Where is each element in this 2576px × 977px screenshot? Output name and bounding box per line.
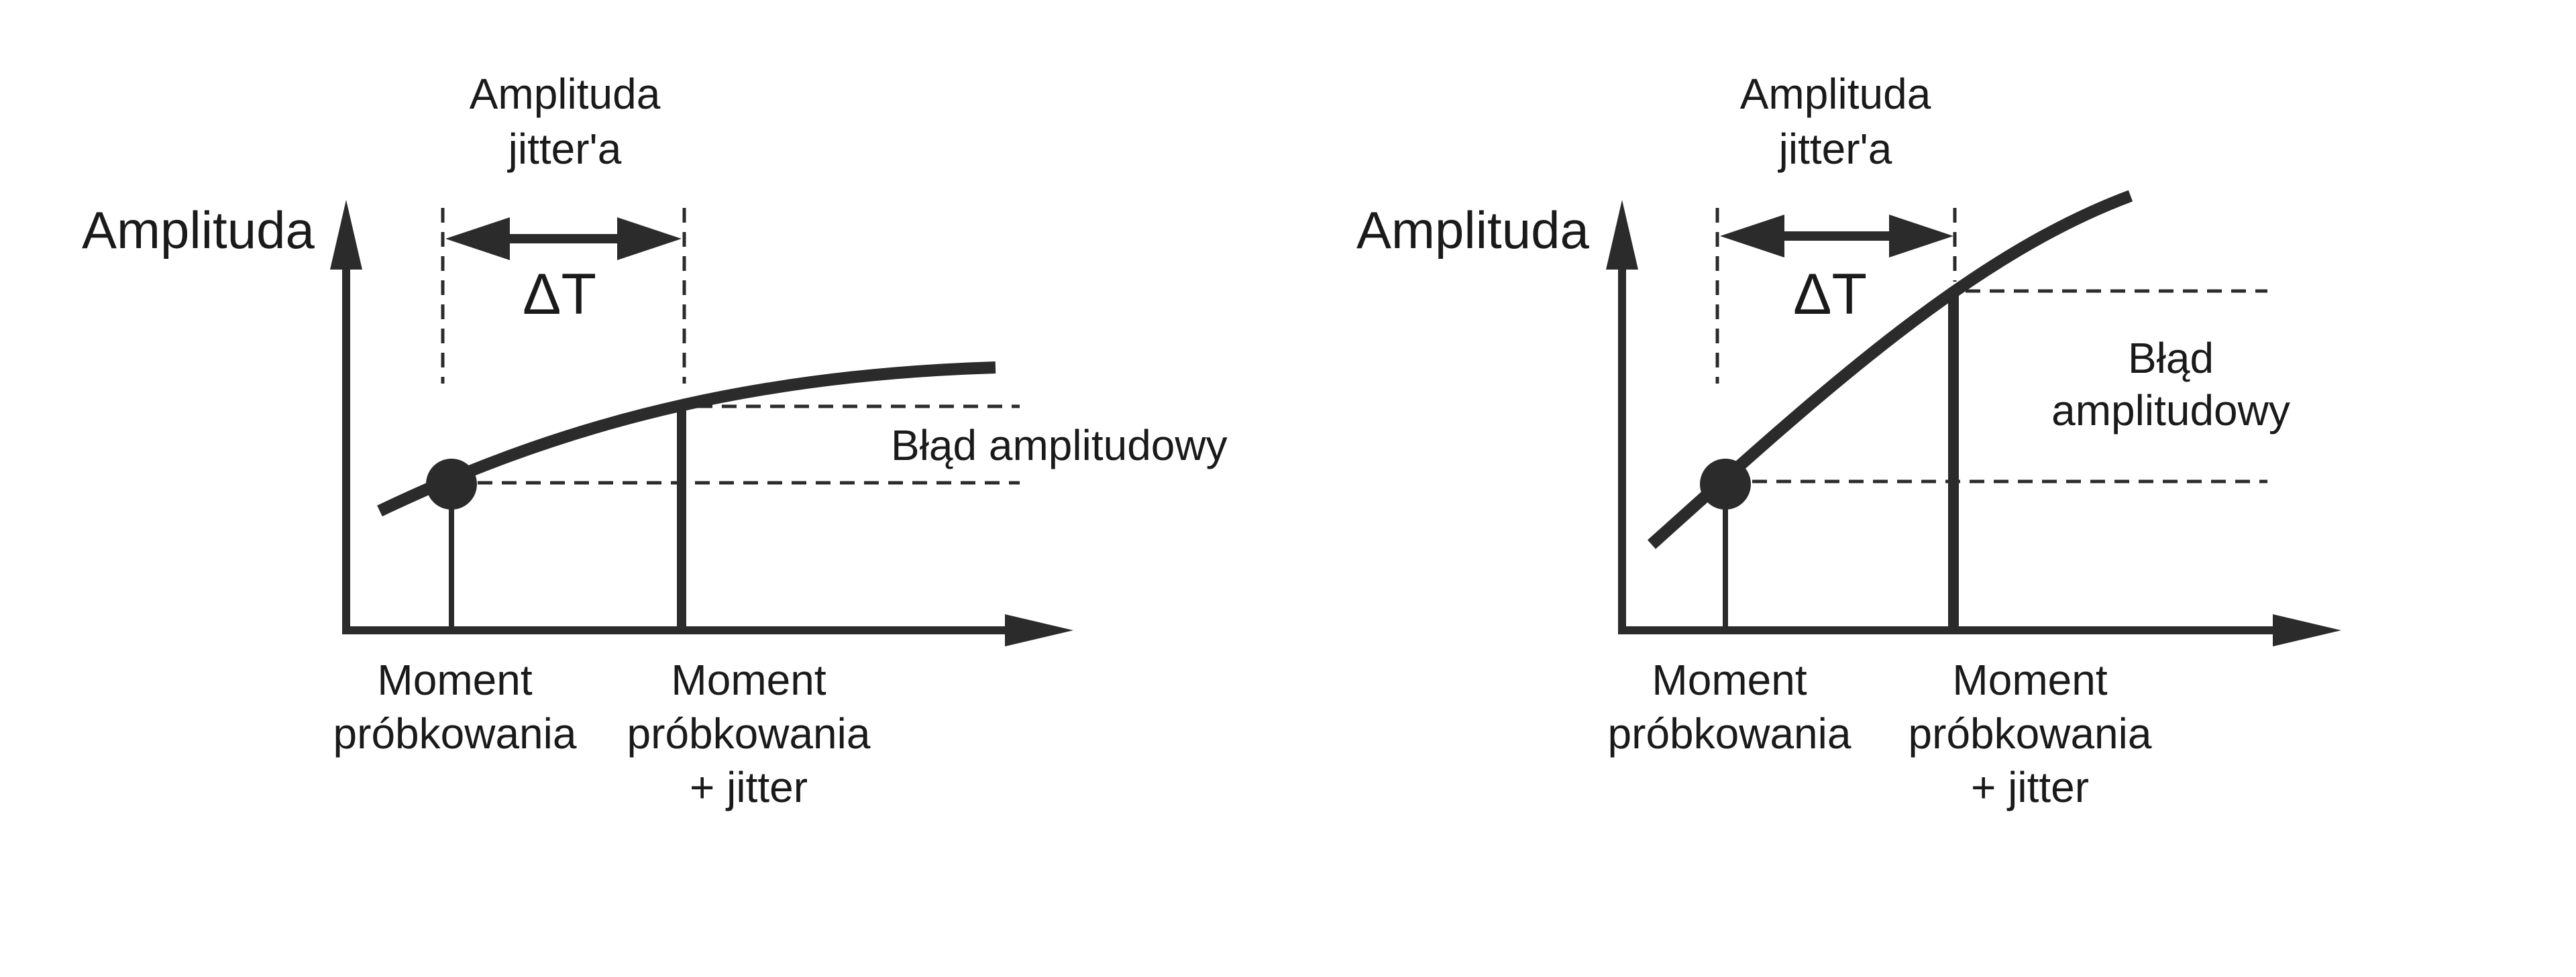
left-x-axis-arrow-icon (1005, 614, 1073, 646)
right-delta-arrow-left-icon (1720, 215, 1784, 257)
left-jitter-moment-label-line1: Moment (671, 656, 826, 704)
right-delta-arrow-right-icon (1889, 215, 1953, 257)
right-amplitude-error-label-line1: Błąd (2128, 334, 2214, 382)
left-jitter-moment-label-line3: + jitter (690, 763, 808, 811)
left-jitter-moment-label-line2: próbkowania (627, 709, 871, 758)
right-jitter-moment-label-line3: + jitter (1971, 763, 2089, 811)
left-sample-moment-label-line1: Moment (377, 656, 532, 704)
right-sample-moment-label-line2: próbkowania (1608, 709, 1851, 758)
right-jitter-title-line1: Amplituda (1740, 70, 1931, 118)
left-panel: Amplituda Amplituda jitter'a ΔT Błąd amp… (82, 70, 1228, 811)
left-y-axis-label: Amplituda (82, 200, 315, 260)
left-delta-arrow-right-icon (617, 217, 682, 260)
right-y-axis-arrow-icon (1606, 200, 1638, 270)
right-jitter-moment-label-line1: Moment (1952, 656, 2107, 704)
right-delta-t-label: ΔT (1793, 262, 1867, 327)
left-y-axis-arrow-icon (330, 200, 362, 270)
left-jitter-title-line1: Amplituda (470, 70, 661, 118)
left-delta-arrow-left-icon (445, 217, 510, 260)
right-x-axis-arrow-icon (2273, 614, 2341, 646)
right-panel: Amplituda Amplituda jitter'a ΔT Błąd amp… (1356, 70, 2341, 811)
left-jitter-title-line2: jitter'a (507, 125, 622, 173)
left-amplitude-error-label: Błąd amplitudowy (891, 421, 1228, 469)
right-jitter-moment-label-line2: próbkowania (1909, 709, 2152, 758)
right-sample-moment-label-line1: Moment (1652, 656, 1807, 704)
right-jitter-title-line2: jitter'a (1778, 125, 1892, 173)
left-delta-t-label: ΔT (523, 262, 596, 327)
right-y-axis-label: Amplituda (1356, 200, 1589, 260)
right-amplitude-error-label-line2: amplitudowy (2051, 386, 2290, 435)
left-sample-moment-label-line2: próbkowania (333, 709, 577, 758)
